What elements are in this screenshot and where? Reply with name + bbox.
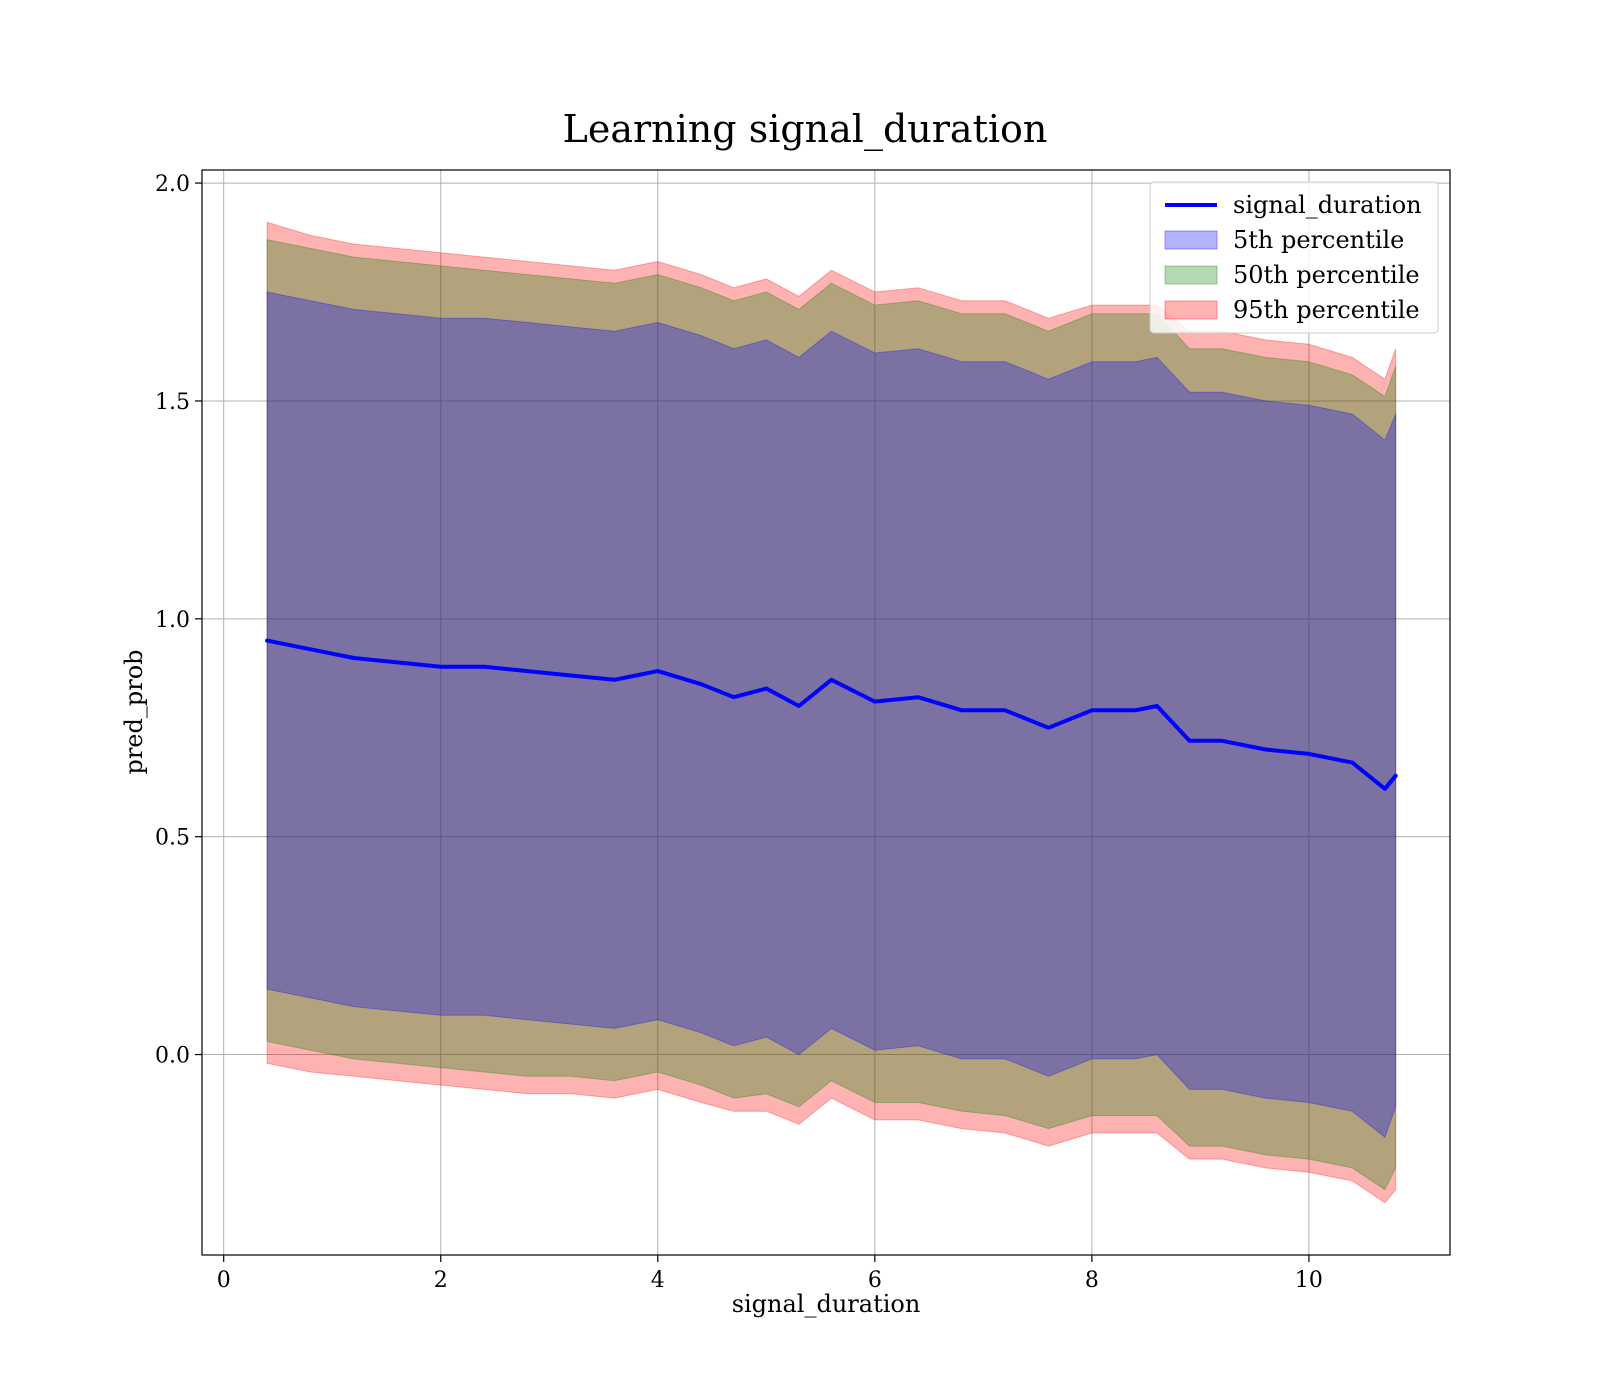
- legend-patch-swatch: [1164, 265, 1218, 285]
- x-tick-label: 10: [1295, 1268, 1323, 1293]
- y-tick-label: 0.5: [155, 826, 190, 851]
- x-tick-label: 4: [651, 1268, 665, 1293]
- signal-line-layer: [265, 638, 1398, 791]
- y-tick-label: 0.0: [155, 1044, 190, 1069]
- x-axis-label: signal_duration: [732, 1290, 921, 1318]
- x-tick-label: 6: [868, 1268, 882, 1293]
- signal-duration-line: [265, 638, 1398, 791]
- legend-label: 95th percentile: [1233, 296, 1420, 324]
- y-tick-label: 1.0: [155, 608, 190, 633]
- legend-label: 50th percentile: [1233, 261, 1420, 289]
- chart-title: Learning signal_duration: [563, 107, 1048, 152]
- x-tick-label: 8: [1085, 1268, 1099, 1293]
- plot-frame: [201, 169, 1451, 1256]
- legend-label: signal_duration: [1233, 191, 1422, 219]
- legend-patch-swatch: [1164, 230, 1218, 250]
- ticks: 0 2 4 6 8 10 0.0 0.5 1.0 1.5 2.0: [155, 172, 1323, 1293]
- percentile-bands: [266, 221, 1397, 1204]
- grid: [202, 170, 1450, 1255]
- y-axis-label: pred_prob: [120, 649, 148, 774]
- legend: signal_duration 5th percentile 50th percen…: [1149, 181, 1439, 334]
- x-tick-label: 2: [434, 1268, 448, 1293]
- x-tick-label: 0: [217, 1268, 231, 1293]
- percentile-band-5th: [266, 291, 1397, 1139]
- legend-patch-swatch: [1164, 300, 1218, 320]
- percentile-band-95th: [266, 221, 1397, 1204]
- percentile-band-50th: [266, 239, 1397, 1191]
- legend-label: 5th percentile: [1233, 226, 1404, 254]
- y-tick-label: 2.0: [155, 172, 190, 197]
- y-tick-label: 1.5: [155, 390, 190, 415]
- legend-box: [1149, 181, 1439, 334]
